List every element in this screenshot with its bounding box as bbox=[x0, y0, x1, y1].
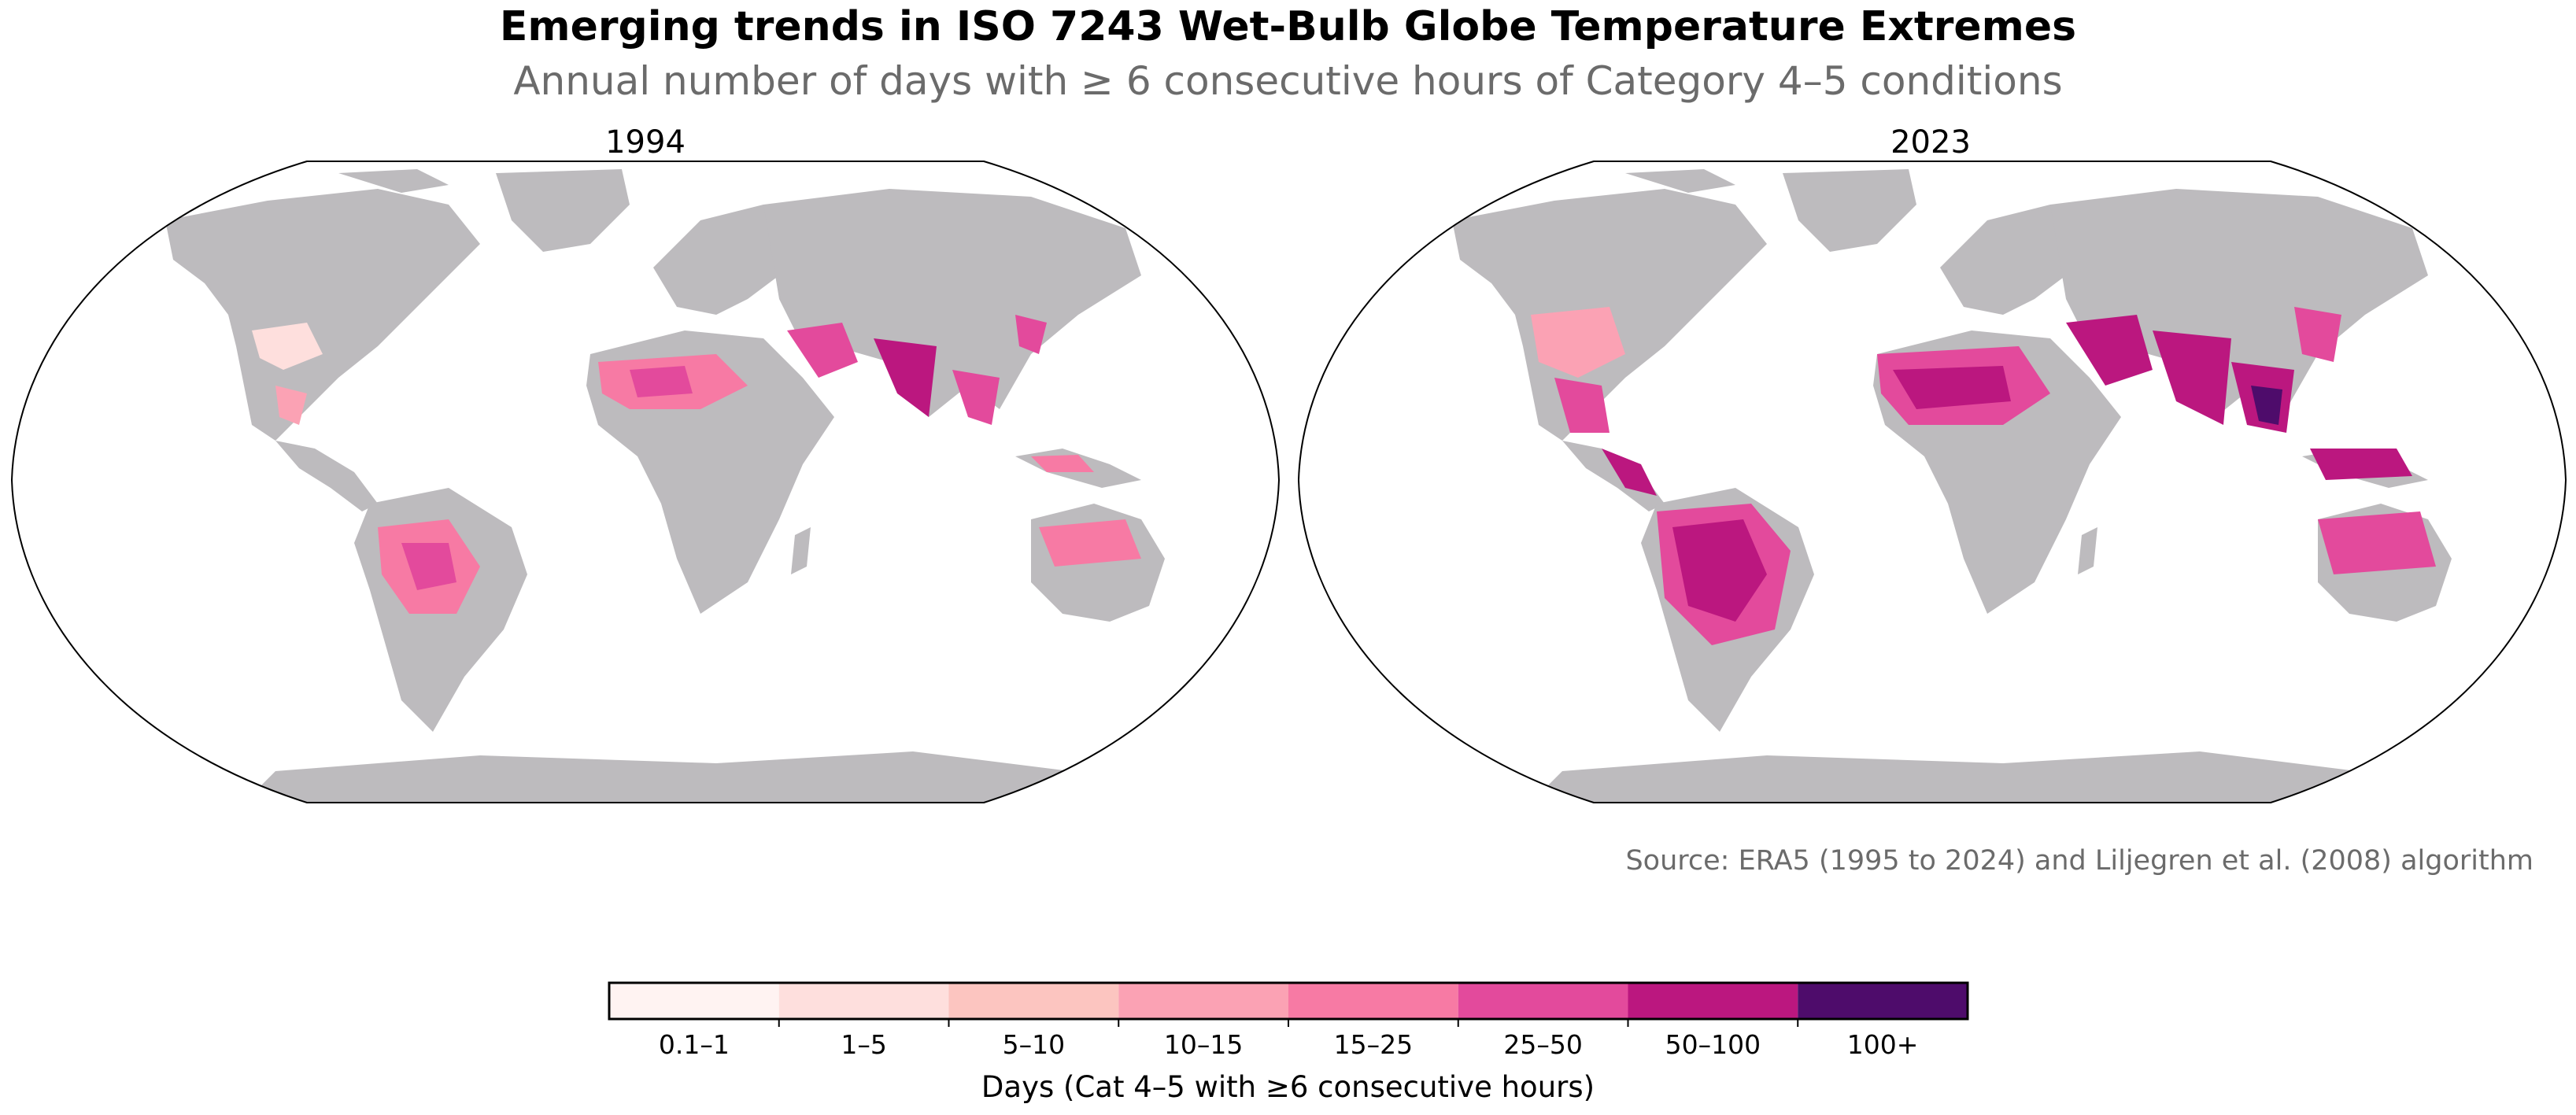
heat-days-layer bbox=[252, 315, 1141, 614]
colorbar-bin-label: 5–10 bbox=[1002, 1029, 1066, 1060]
colorbar-bin-label: 100+ bbox=[1846, 1029, 1919, 1060]
colorbar-bin-6 bbox=[1628, 983, 1798, 1019]
colorbar-bin-2 bbox=[948, 983, 1119, 1019]
colorbar-bin-label: 0.1–1 bbox=[658, 1029, 730, 1060]
colorbar-bin-label: 10–15 bbox=[1163, 1029, 1244, 1060]
heat-days-layer bbox=[1531, 307, 2436, 645]
colorbar-bin-label: 15–25 bbox=[1333, 1029, 1414, 1060]
source-note: Source: ERA5 (1995 to 2024) and Liljegre… bbox=[1625, 845, 2533, 877]
world-map-2023 bbox=[1297, 161, 2567, 803]
panel-title-1994: 1994 bbox=[605, 124, 686, 161]
colorbar-label: Days (Cat 4–5 with ≥6 consecutive hours) bbox=[981, 1070, 1595, 1104]
colorbar-bin-0 bbox=[609, 983, 779, 1019]
panel-title-2023: 2023 bbox=[1890, 124, 1971, 161]
colorbar-bin-label: 25–50 bbox=[1503, 1029, 1583, 1060]
colorbar-bin-label: 1–5 bbox=[841, 1029, 887, 1060]
colorbar-bin-4 bbox=[1288, 983, 1458, 1019]
world-map-1994 bbox=[10, 161, 1281, 803]
colorbar-bin-7 bbox=[1798, 983, 1968, 1019]
colorbar-bin-3 bbox=[1118, 983, 1288, 1019]
figure-title: Emerging trends in ISO 7243 Wet-Bulb Glo… bbox=[499, 3, 2077, 50]
globe-outline bbox=[1297, 161, 2567, 803]
figure-subtitle: Annual number of days with ≥ 6 consecuti… bbox=[513, 58, 2063, 104]
colorbar bbox=[608, 981, 1969, 1027]
colorbar-border bbox=[608, 981, 1969, 1021]
colorbar-bin-1 bbox=[778, 983, 949, 1019]
globe-outline bbox=[10, 161, 1281, 803]
colorbar-bin-5 bbox=[1458, 983, 1628, 1019]
colorbar-bin-label: 50–100 bbox=[1665, 1029, 1761, 1060]
